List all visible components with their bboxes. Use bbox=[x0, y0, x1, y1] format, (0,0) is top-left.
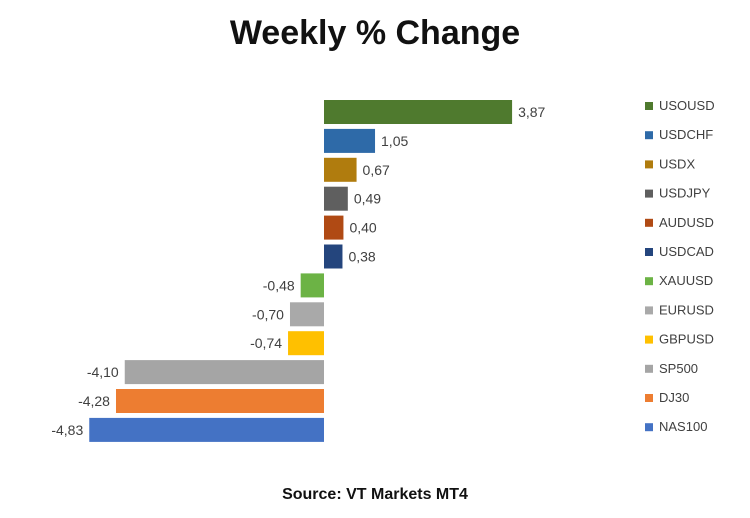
legend-label-eurusd: EURUSD bbox=[659, 302, 714, 317]
legend-label-usdx: USDX bbox=[659, 156, 695, 171]
legend-swatch-usdcad bbox=[645, 248, 653, 256]
value-label-nas100: -4,83 bbox=[51, 422, 83, 438]
legend-swatch-usdjpy bbox=[645, 189, 653, 198]
legend-swatch-dj30 bbox=[645, 394, 653, 402]
value-label-eurusd: -0,70 bbox=[252, 306, 284, 322]
bar-usousd bbox=[324, 100, 513, 124]
legend-label-nas100: NAS100 bbox=[659, 419, 707, 434]
value-label-gbpusd: -0,74 bbox=[250, 335, 282, 351]
value-label-usousd: 3,87 bbox=[518, 104, 545, 120]
bar-sp500 bbox=[124, 360, 325, 385]
value-labels-layer: 3,87 1,05 0,67 0,49 0,40 0,38 -0,48 -0,70 -0,74 -… bbox=[51, 104, 545, 438]
legend-swatch-eurusd bbox=[645, 306, 653, 315]
bars-layer bbox=[89, 100, 513, 442]
legend-swatch-usdchf bbox=[645, 131, 653, 140]
source-caption: Source: VT Markets MT4 bbox=[282, 486, 468, 503]
legend-swatch-audusd bbox=[645, 218, 653, 227]
value-label-usdchf: 1,05 bbox=[381, 133, 408, 149]
bar-eurusd bbox=[289, 302, 324, 327]
bar-gbpusd bbox=[288, 331, 324, 356]
legend-label-xauusd: XAUUSD bbox=[659, 273, 713, 288]
chart-title: Weekly % Change bbox=[229, 14, 521, 52]
legend-swatch-usousd bbox=[645, 102, 653, 110]
bar-usdjpy bbox=[324, 186, 348, 211]
legend-label-usdchf: USDCHF bbox=[659, 127, 713, 142]
legend-swatch-nas100 bbox=[645, 423, 653, 432]
bar-usdcad bbox=[324, 244, 343, 269]
legend-label-dj30: DJ30 bbox=[659, 390, 689, 405]
value-label-usdjpy: 0,49 bbox=[354, 191, 381, 207]
bar-audusd bbox=[324, 215, 344, 240]
value-label-dj30: -4,28 bbox=[78, 393, 110, 409]
value-label-xauusd: -0,48 bbox=[263, 277, 295, 293]
legend-label-audusd: AUDUSD bbox=[659, 215, 714, 230]
value-label-usdx: 0,67 bbox=[363, 162, 390, 178]
legend-label-sp500: SP500 bbox=[659, 361, 698, 376]
legend-label-usdjpy: USDJPY bbox=[659, 186, 711, 201]
legend-label-usousd: USOUSD bbox=[659, 98, 715, 113]
value-label-sp500: -4,10 bbox=[87, 364, 119, 380]
bar-dj30 bbox=[115, 389, 324, 413]
bar-usdchf bbox=[324, 128, 376, 153]
bar-nas100 bbox=[89, 417, 325, 442]
bar-xauusd bbox=[300, 273, 324, 298]
legend-label-usdcad: USDCAD bbox=[659, 244, 714, 259]
legend-swatch-gbpusd bbox=[645, 335, 653, 344]
legend-label-gbpusd: GBPUSD bbox=[659, 332, 714, 347]
value-label-audusd: 0,40 bbox=[349, 220, 376, 236]
bar-usdx bbox=[324, 157, 357, 182]
legend-swatch-sp500 bbox=[645, 364, 653, 373]
value-label-usdcad: 0,38 bbox=[348, 249, 375, 265]
legend-swatch-usdx bbox=[645, 160, 653, 169]
legend: USOUSD USDCHF USDX USDJPY AUDUSD USDCAD XAUUSD… bbox=[645, 98, 715, 434]
legend-swatch-xauusd bbox=[645, 277, 653, 286]
